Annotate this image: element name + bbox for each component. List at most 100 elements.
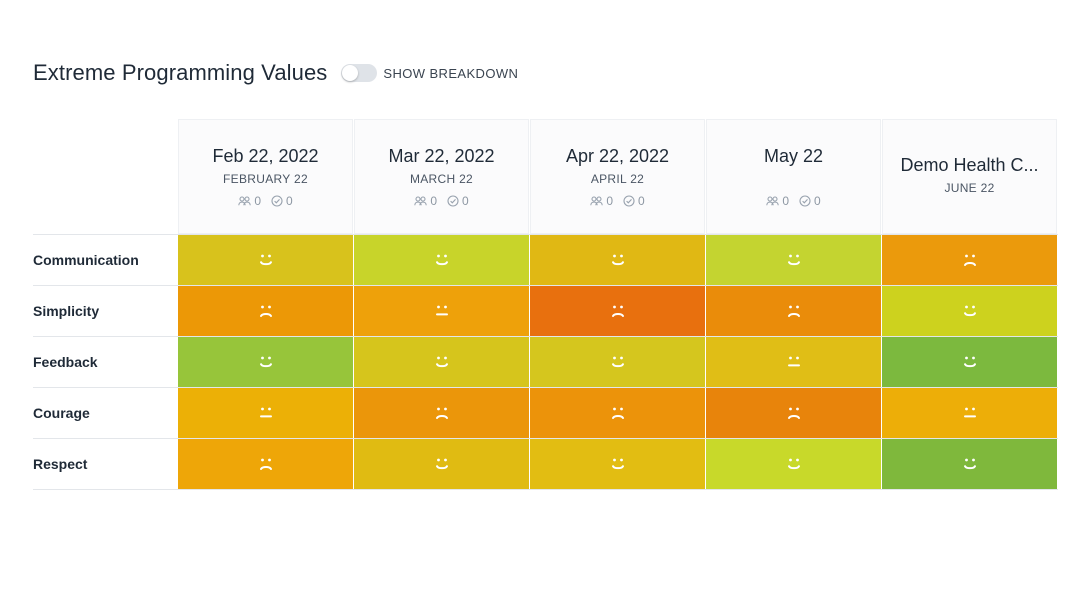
participants-count: 0 bbox=[606, 194, 613, 208]
health-cell[interactable] bbox=[530, 337, 705, 387]
smile-face-icon bbox=[432, 352, 452, 372]
people-icon bbox=[238, 196, 252, 206]
smile-face-icon bbox=[256, 250, 276, 270]
health-cell[interactable] bbox=[706, 337, 881, 387]
sad-face-icon bbox=[784, 301, 804, 321]
health-cell[interactable] bbox=[882, 235, 1057, 285]
column-header-feb[interactable]: Feb 22, 2022 FEBRUARY 22 0 0 bbox=[178, 119, 353, 234]
health-cell[interactable] bbox=[354, 388, 529, 438]
value-row: Respect bbox=[33, 438, 1058, 490]
participants-stat: 0 bbox=[238, 194, 261, 208]
health-cell[interactable] bbox=[530, 235, 705, 285]
row-label-spacer bbox=[33, 119, 178, 234]
health-cell[interactable] bbox=[530, 439, 705, 489]
completed-count: 0 bbox=[286, 194, 293, 208]
people-icon bbox=[414, 196, 428, 206]
smile-face-icon bbox=[784, 250, 804, 270]
sad-face-icon bbox=[256, 454, 276, 474]
completed-count: 0 bbox=[814, 194, 821, 208]
column-header-apr[interactable]: Apr 22, 2022 APRIL 22 0 0 bbox=[530, 119, 705, 234]
column-month: JUNE 22 bbox=[944, 181, 995, 195]
health-cell[interactable] bbox=[354, 235, 529, 285]
participants-count: 0 bbox=[782, 194, 789, 208]
smile-face-icon bbox=[432, 250, 452, 270]
smile-face-icon bbox=[784, 454, 804, 474]
sad-face-icon bbox=[784, 403, 804, 423]
participants-count: 0 bbox=[430, 194, 437, 208]
smile-face-icon bbox=[256, 352, 276, 372]
neutral-face-icon bbox=[256, 403, 276, 423]
column-month: APRIL 22 bbox=[590, 172, 645, 186]
show-breakdown-toggle[interactable] bbox=[341, 64, 378, 82]
value-row: Feedback bbox=[33, 336, 1058, 387]
column-date: Demo Health C... bbox=[900, 155, 1039, 175]
smile-face-icon bbox=[608, 250, 628, 270]
participants-stat: 0 bbox=[414, 194, 437, 208]
row-label: Courage bbox=[33, 405, 90, 421]
participants-count: 0 bbox=[254, 194, 261, 208]
check-circle-icon bbox=[799, 195, 811, 207]
completed-stat: 0 bbox=[799, 194, 821, 208]
column-date: May 22 bbox=[763, 146, 824, 166]
participants-stat: 0 bbox=[766, 194, 789, 208]
health-cell[interactable] bbox=[178, 388, 353, 438]
value-row: Simplicity bbox=[33, 285, 1058, 336]
health-cell[interactable] bbox=[706, 388, 881, 438]
health-cell[interactable] bbox=[178, 337, 353, 387]
completed-count: 0 bbox=[462, 194, 469, 208]
row-label: Communication bbox=[33, 252, 139, 268]
column-header-mar[interactable]: Mar 22, 2022 MARCH 22 0 0 bbox=[354, 119, 529, 234]
column-date: Mar 22, 2022 bbox=[388, 146, 495, 166]
check-circle-icon bbox=[447, 195, 459, 207]
column-month: FEBRUARY 22 bbox=[223, 172, 308, 186]
completed-stat: 0 bbox=[271, 194, 293, 208]
smile-face-icon bbox=[960, 301, 980, 321]
smile-face-icon bbox=[960, 454, 980, 474]
health-check-grid: Feb 22, 2022 FEBRUARY 22 0 0 Mar 22, 2022 MA… bbox=[33, 119, 1058, 490]
health-cell[interactable] bbox=[882, 388, 1057, 438]
participants-stat: 0 bbox=[590, 194, 613, 208]
column-date: Feb 22, 2022 bbox=[212, 146, 319, 166]
value-row: Communication bbox=[33, 234, 1058, 285]
column-header-demo[interactable]: Demo Health C... JUNE 22 bbox=[882, 119, 1057, 234]
health-cell[interactable] bbox=[882, 337, 1057, 387]
column-header-row: Feb 22, 2022 FEBRUARY 22 0 0 Mar 22, 2022 MA… bbox=[33, 119, 1058, 234]
sad-face-icon bbox=[608, 301, 628, 321]
health-cell[interactable] bbox=[706, 439, 881, 489]
sad-face-icon bbox=[256, 301, 276, 321]
health-cell[interactable] bbox=[882, 286, 1057, 336]
health-cell[interactable] bbox=[530, 388, 705, 438]
row-label: Feedback bbox=[33, 354, 98, 370]
smile-face-icon bbox=[608, 454, 628, 474]
completed-stat: 0 bbox=[447, 194, 469, 208]
health-cell[interactable] bbox=[882, 439, 1057, 489]
health-cell[interactable] bbox=[178, 235, 353, 285]
health-cell[interactable] bbox=[178, 286, 353, 336]
toggle-knob bbox=[342, 65, 359, 81]
check-circle-icon bbox=[271, 195, 283, 207]
smile-face-icon bbox=[608, 352, 628, 372]
check-circle-icon bbox=[623, 195, 635, 207]
neutral-face-icon bbox=[784, 352, 804, 372]
health-cell[interactable] bbox=[530, 286, 705, 336]
health-cell[interactable] bbox=[354, 439, 529, 489]
column-date: Apr 22, 2022 bbox=[565, 146, 670, 166]
health-cell[interactable] bbox=[354, 337, 529, 387]
health-cell[interactable] bbox=[178, 439, 353, 489]
health-cell[interactable] bbox=[706, 286, 881, 336]
people-icon bbox=[590, 196, 604, 206]
value-row: Courage bbox=[33, 387, 1058, 438]
smile-face-icon bbox=[432, 454, 452, 474]
column-header-may[interactable]: May 22 0 0 bbox=[706, 119, 881, 234]
page-title: Extreme Programming Values bbox=[33, 60, 328, 85]
show-breakdown-label[interactable]: SHOW BREAKDOWN bbox=[383, 65, 519, 81]
value-rows: Communication Simplicity Feedback Courage Re… bbox=[33, 234, 1058, 490]
health-cell[interactable] bbox=[706, 235, 881, 285]
health-cell[interactable] bbox=[354, 286, 529, 336]
sad-face-icon bbox=[960, 250, 980, 270]
neutral-face-icon bbox=[432, 301, 452, 321]
page-header: Extreme Programming Values SHOW BREAKDOW… bbox=[33, 60, 518, 86]
